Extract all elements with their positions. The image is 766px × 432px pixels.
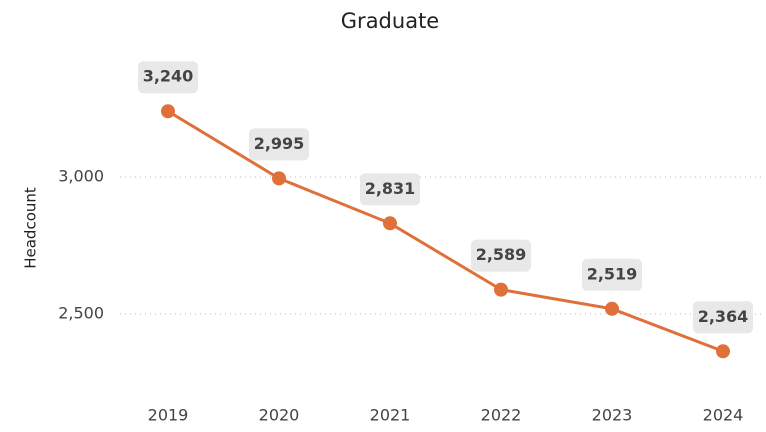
data-label-box — [249, 128, 309, 161]
data-label: 2,364 — [698, 307, 749, 326]
marker — [272, 171, 286, 186]
x-tick-label: 2019 — [148, 406, 189, 425]
data-label: 2,519 — [587, 264, 638, 283]
marker — [716, 344, 730, 359]
x-tick-label: 2022 — [481, 406, 522, 425]
x-tick-label: 2021 — [370, 406, 411, 425]
marker — [383, 216, 397, 231]
line — [167, 109, 724, 353]
data-label-box — [138, 61, 198, 94]
data-label-box — [693, 301, 753, 334]
data-label-box — [360, 173, 420, 206]
marker — [494, 282, 508, 297]
data-label: 2,831 — [365, 179, 416, 198]
x-tick-label: 2023 — [592, 406, 633, 425]
data-label-box — [582, 258, 642, 291]
data-label-box — [471, 239, 531, 272]
y-tick-label: 2,500 — [58, 304, 104, 323]
marker — [161, 104, 175, 119]
y-tick-label: 3,000 — [58, 167, 104, 186]
data-label: 2,995 — [254, 134, 305, 153]
marker — [605, 301, 619, 316]
x-tick-label: 2020 — [259, 406, 300, 425]
data-label: 3,240 — [143, 67, 194, 86]
x-tick-label: 2024 — [703, 406, 744, 425]
data-label: 2,589 — [476, 245, 527, 264]
y-axis-label: Headcount — [22, 187, 40, 269]
chart-title: Graduate — [341, 9, 439, 33]
